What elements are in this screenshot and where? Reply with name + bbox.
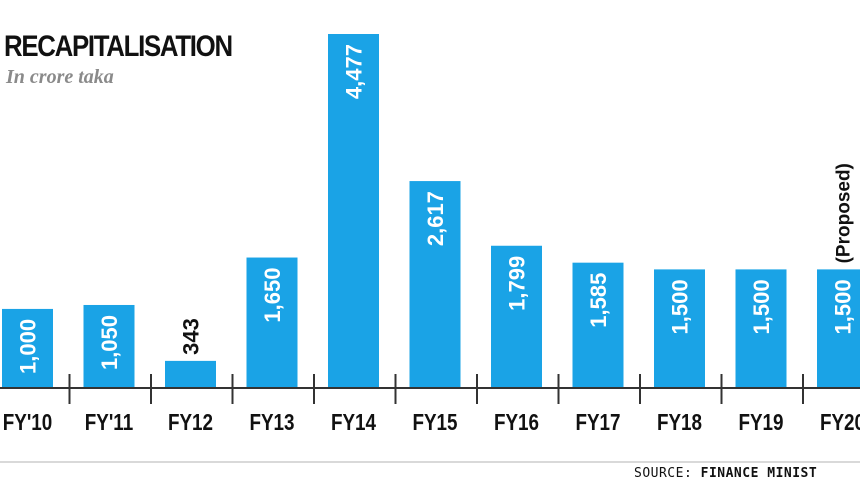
bar-fy17: [572, 262, 624, 388]
value-label-fy18: 1,500: [668, 279, 693, 334]
value-label-fy12: 343: [179, 318, 204, 355]
bar-fy19: [735, 269, 787, 388]
value-label-fy13: 1,650: [260, 268, 285, 323]
x-tick-label-fy17: FY17: [575, 410, 620, 435]
x-tick-label-fy20: FY20: [820, 410, 860, 435]
value-label-fy17: 1,585: [586, 273, 611, 328]
source-credit: SOURCE: FINANCE MINIST: [634, 466, 817, 481]
value-label-fy15: 2,617: [423, 191, 448, 246]
x-tick-label-fy12: FY12: [168, 410, 213, 435]
value-label-fy20: 1,500: [831, 279, 856, 334]
x-tick-label-fy13: FY13: [249, 410, 294, 435]
bar-fy20: [817, 269, 860, 388]
value-label-fy14: 4,477: [342, 44, 367, 99]
bar-fy15: [409, 181, 461, 388]
bar-fy13: [246, 257, 298, 388]
bar-fy-10: [2, 308, 53, 388]
source-value: FINANCE MINIST: [700, 466, 818, 481]
x-tick-label-fy-11: FY'11: [85, 410, 134, 435]
x-tick-label-fy15: FY15: [412, 410, 457, 435]
bar-fy12: [165, 360, 216, 388]
chart-title: RECAPITALISATION: [4, 30, 233, 63]
bars-group: [2, 34, 860, 388]
value-label-fy-11: 1,050: [97, 315, 122, 370]
bar-fy14: [328, 34, 379, 388]
x-tick-label-fy14: FY14: [331, 410, 376, 435]
chart-subtitle: In crore taka: [6, 66, 114, 88]
annotation-fy20: (Proposed): [834, 163, 855, 263]
x-tick-label-fy19: FY19: [738, 410, 783, 435]
value-label-fy16: 1,799: [505, 256, 530, 311]
source-label: SOURCE:: [634, 466, 693, 481]
x-tick-label-fy-10: FY'10: [3, 410, 53, 435]
bar-fy16: [491, 245, 542, 388]
x-tick-labels-group: FY'10 FY'11 FY12 FY13 FY14 FY15 FY16 FY17 FY18 FY…: [3, 410, 860, 435]
bar-fy-11: [83, 304, 135, 388]
x-axis: [0, 374, 860, 404]
footer-band: [0, 463, 860, 484]
value-label-fy19: 1,500: [749, 279, 774, 334]
bar-fy18: [654, 269, 705, 388]
x-tick-label-fy16: FY16: [494, 410, 539, 435]
x-tick-label-fy18: FY18: [657, 410, 702, 435]
value-label-fy-10: 1,000: [16, 319, 41, 374]
value-labels-group: 1,000 1,050 343 1,650 4,477 2,617 1,799 1,585 1,…: [16, 44, 856, 374]
annotations-group: (Proposed): [834, 163, 855, 263]
